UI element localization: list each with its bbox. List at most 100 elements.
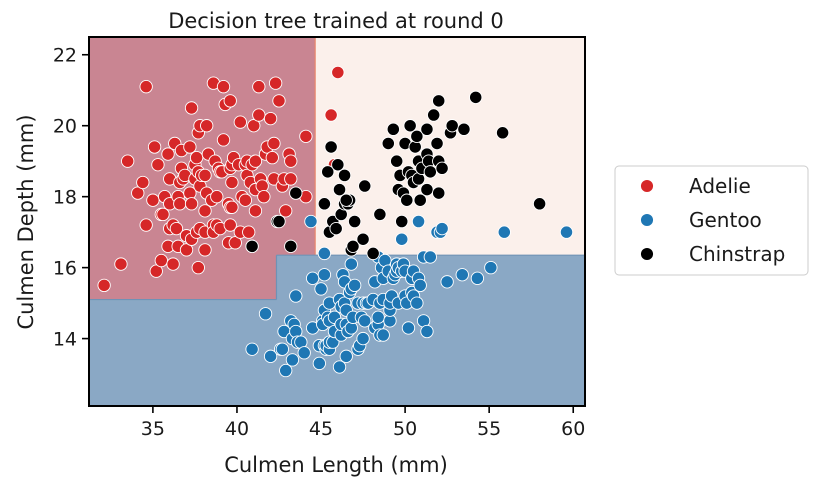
data-point-chinstrap xyxy=(457,122,471,136)
data-point-chinstrap xyxy=(332,182,347,197)
data-point-gentoo xyxy=(304,214,318,229)
data-point-adelie xyxy=(247,119,261,133)
data-point-gentoo xyxy=(411,214,426,229)
data-point-chinstrap xyxy=(420,182,434,197)
data-point-gentoo xyxy=(559,225,574,239)
data-point-adelie xyxy=(265,150,279,165)
data-point-gentoo xyxy=(258,307,273,321)
y-tick-label: 14 xyxy=(53,329,77,351)
legend-label-adelie: Adelie xyxy=(689,174,751,198)
data-point-gentoo xyxy=(371,310,385,324)
data-point-gentoo xyxy=(314,282,328,296)
x-tick-label: 60 xyxy=(561,418,585,440)
data-point-gentoo xyxy=(440,275,454,289)
data-point-adelie xyxy=(252,80,266,94)
data-point-adelie xyxy=(248,204,263,218)
data-point-adelie xyxy=(149,264,163,278)
data-point-adelie xyxy=(238,193,253,207)
data-point-adelie xyxy=(191,260,205,275)
data-point-gentoo xyxy=(356,331,370,346)
data-point-gentoo xyxy=(497,225,511,239)
data-point-chinstrap xyxy=(532,197,547,211)
data-point-chinstrap xyxy=(423,165,437,179)
x-tick-label: 50 xyxy=(393,418,417,440)
x-tick-label: 55 xyxy=(477,418,501,440)
x-tick-label: 45 xyxy=(309,418,333,440)
data-point-adelie xyxy=(284,154,298,168)
data-point-gentoo xyxy=(285,353,300,367)
legend-marker-adelie xyxy=(640,179,654,193)
data-point-adelie xyxy=(216,80,231,94)
data-point-chinstrap xyxy=(413,193,427,207)
data-point-chinstrap xyxy=(358,179,372,193)
data-point-adelie xyxy=(279,204,293,218)
legend-label-gentoo: Gentoo xyxy=(689,208,762,232)
data-point-adelie xyxy=(225,175,239,190)
data-point-adelie xyxy=(198,204,212,218)
data-point-chinstrap xyxy=(432,186,446,200)
data-point-adelie xyxy=(200,119,214,133)
data-point-adelie xyxy=(198,243,212,257)
data-point-chinstrap xyxy=(445,119,459,133)
data-point-adelie xyxy=(257,190,271,204)
data-point-chinstrap xyxy=(284,239,298,253)
data-point-adelie xyxy=(228,236,242,250)
data-point-chinstrap xyxy=(430,136,444,151)
legend-box xyxy=(614,165,809,276)
plot-area-frame xyxy=(88,36,586,407)
x-tick-label: 35 xyxy=(141,418,165,440)
scatter-points xyxy=(97,65,574,378)
legend-marker-gentoo xyxy=(640,213,654,227)
data-point-chinstrap xyxy=(410,129,424,143)
data-point-chinstrap xyxy=(366,246,380,261)
data-point-gentoo xyxy=(332,360,347,374)
data-point-gentoo xyxy=(435,221,449,236)
data-point-adelie xyxy=(263,111,278,126)
data-point-adelie xyxy=(121,154,135,168)
data-point-gentoo xyxy=(423,250,437,264)
data-point-adelie xyxy=(154,253,168,268)
y-tick-label: 16 xyxy=(53,258,77,280)
data-point-adelie xyxy=(173,197,187,211)
data-point-adelie xyxy=(233,115,247,129)
data-point-adelie xyxy=(114,257,128,271)
x-axis-title: Culmen Length (mm) xyxy=(224,453,448,477)
data-point-chinstrap xyxy=(356,232,370,246)
data-point-chinstrap xyxy=(348,214,362,229)
data-point-chinstrap xyxy=(386,122,400,136)
data-point-chinstrap xyxy=(400,193,414,207)
data-point-adelie xyxy=(242,225,256,239)
data-point-gentoo xyxy=(413,278,427,293)
data-point-gentoo xyxy=(297,346,311,360)
data-point-adelie xyxy=(216,133,231,147)
data-point-adelie xyxy=(147,140,162,154)
data-point-adelie xyxy=(268,76,283,90)
data-point-chinstrap xyxy=(321,165,335,179)
data-point-chinstrap xyxy=(337,168,352,183)
data-point-chinstrap xyxy=(317,197,332,211)
data-point-adelie xyxy=(156,207,170,222)
y-axis-title: Culmen Depth (mm) xyxy=(14,114,38,329)
data-point-adelie xyxy=(210,190,224,204)
data-point-adelie xyxy=(169,221,184,236)
data-point-chinstrap xyxy=(420,122,434,136)
data-point-chinstrap xyxy=(403,119,417,133)
data-point-chinstrap xyxy=(339,193,353,207)
data-point-chinstrap xyxy=(324,140,338,154)
x-axis-ticks: 35 40 45 50 55 60 xyxy=(141,406,585,440)
data-point-adelie xyxy=(139,218,153,232)
x-tick-label: 40 xyxy=(225,418,249,440)
data-point-chinstrap xyxy=(495,126,510,140)
data-point-chinstrap xyxy=(435,161,449,175)
data-point-gentoo xyxy=(358,314,372,328)
data-point-gentoo xyxy=(312,356,326,371)
data-point-gentoo xyxy=(305,271,320,285)
data-point-gentoo xyxy=(484,260,498,275)
data-point-gentoo xyxy=(455,268,469,282)
data-point-adelie xyxy=(284,172,298,186)
data-point-chinstrap xyxy=(427,108,441,122)
data-point-adelie xyxy=(198,168,212,183)
data-point-gentoo xyxy=(317,268,332,282)
y-tick-label: 22 xyxy=(53,45,77,67)
